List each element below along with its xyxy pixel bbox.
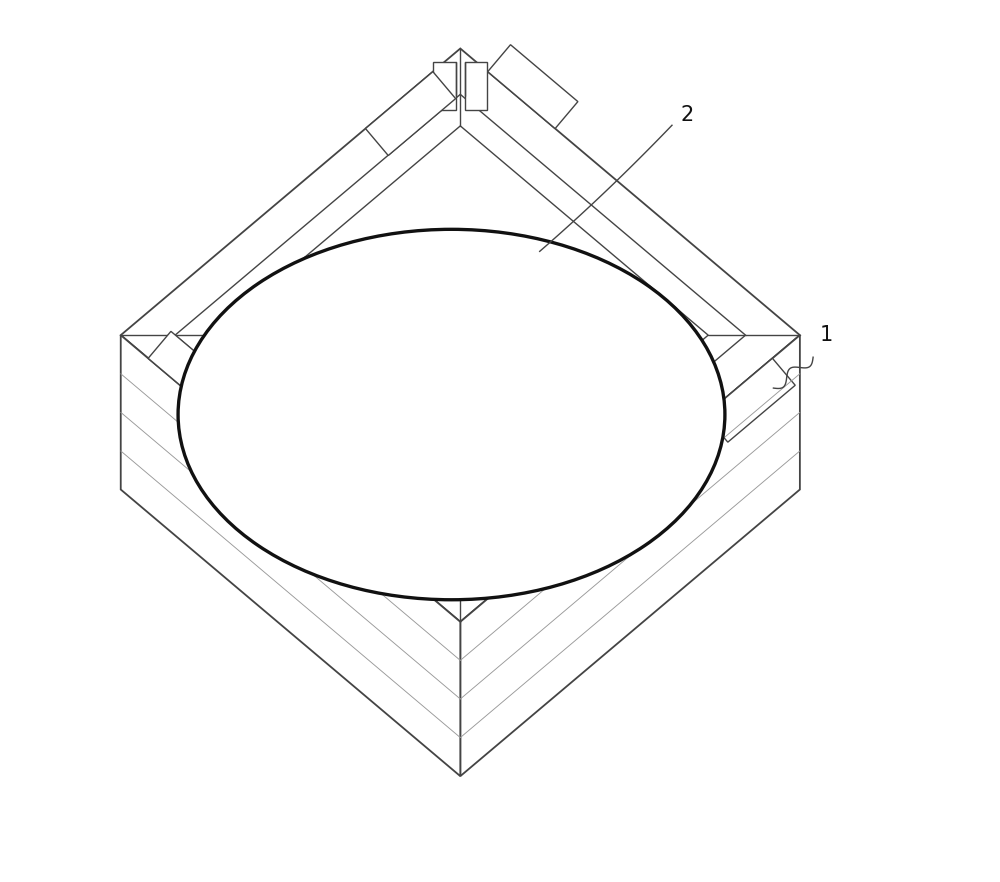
Ellipse shape [178, 229, 725, 600]
Text: 1: 1 [820, 325, 833, 345]
Polygon shape [148, 332, 238, 415]
Polygon shape [175, 94, 746, 576]
Polygon shape [488, 45, 578, 129]
Polygon shape [465, 62, 487, 110]
Polygon shape [212, 126, 708, 544]
Polygon shape [705, 358, 795, 442]
Polygon shape [365, 71, 456, 155]
Text: 2: 2 [680, 105, 694, 124]
Polygon shape [121, 49, 800, 622]
Polygon shape [460, 335, 800, 776]
Polygon shape [121, 335, 460, 776]
Polygon shape [433, 62, 456, 110]
